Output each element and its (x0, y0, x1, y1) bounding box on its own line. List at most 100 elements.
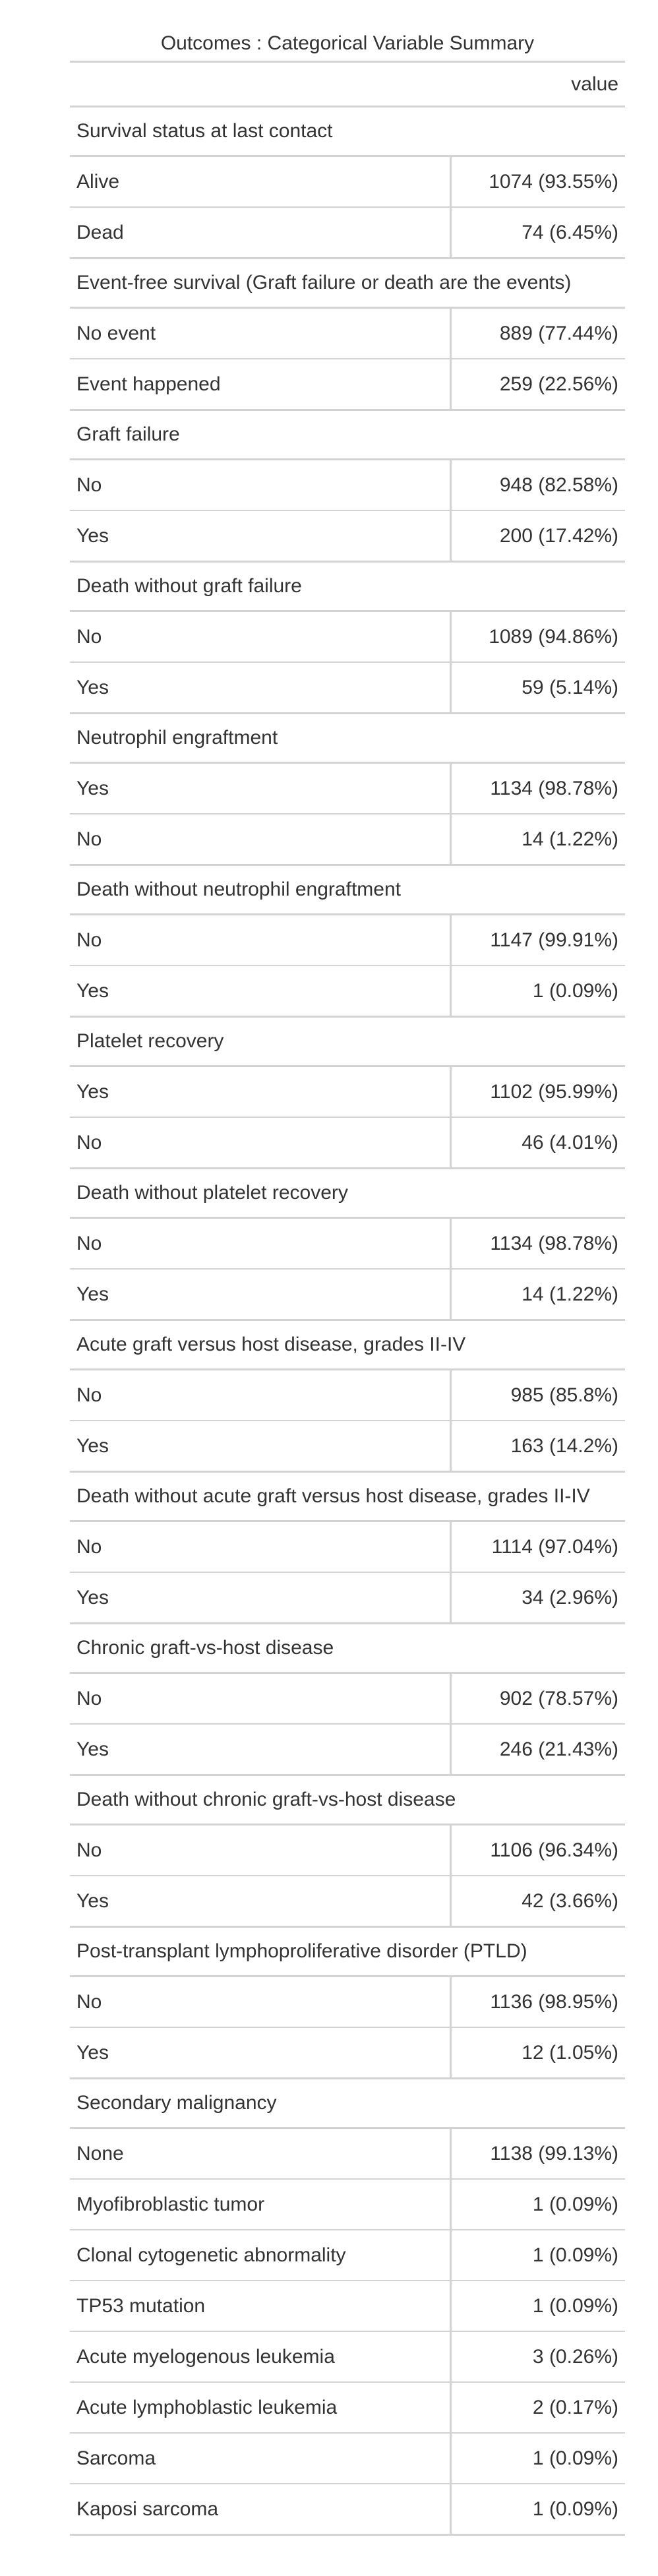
row-value: 1 (0.09%) (532, 2447, 618, 2469)
row-label: Acute myelogenous leukemia (70, 2332, 452, 2381)
table-row: None 1138 (99.13%) (70, 2129, 625, 2180)
row-label: TP53 mutation (70, 2281, 452, 2331)
row-label: Kaposi sarcoma (70, 2484, 452, 2534)
table-row: Event happened 259 (22.56%) (70, 359, 625, 411)
table-row: TP53 mutation 1 (0.09%) (70, 2281, 625, 2332)
table-row: No 902 (78.57%) (70, 1674, 625, 1725)
table-row: Yes 1134 (98.78%) (70, 764, 625, 814)
row-label: Yes (70, 966, 452, 1016)
row-value: 42 (3.66%) (522, 1890, 618, 1912)
table-row: Kaposi sarcoma 1 (0.09%) (70, 2484, 625, 2536)
row-value: 200 (17.42%) (499, 525, 618, 547)
table-row: Alive 1074 (93.55%) (70, 157, 625, 208)
table-row: Yes 1 (0.09%) (70, 966, 625, 1018)
row-value: 1 (0.09%) (532, 2295, 618, 2317)
row-value: 12 (1.05%) (522, 2042, 618, 2064)
row-value: 1 (0.09%) (532, 980, 618, 1002)
row-label: Clonal cytogenetic abnormality (70, 2230, 452, 2280)
group-header: Acute graft versus host disease, grades … (70, 1321, 625, 1370)
row-value: 948 (82.58%) (499, 474, 618, 496)
row-label: No (70, 1219, 452, 1268)
table-row: Yes 200 (17.42%) (70, 511, 625, 563)
row-label: Yes (70, 764, 452, 813)
row-value: 246 (21.43%) (499, 1738, 618, 1760)
group-header: Death without neutrophil engraftment (70, 866, 625, 915)
table-row: No 1147 (99.91%) (70, 915, 625, 966)
row-label: Yes (70, 1573, 452, 1622)
table-row: Yes 246 (21.43%) (70, 1725, 625, 1776)
row-label: Event happened (70, 359, 452, 409)
group-header: Event-free survival (Graft failure or de… (70, 259, 625, 309)
table-row: Yes 59 (5.14%) (70, 663, 625, 714)
table-row: No 985 (85.8%) (70, 1370, 625, 1421)
row-value: 1134 (98.78%) (490, 1233, 618, 1254)
table-row: Dead 74 (6.45%) (70, 208, 625, 259)
row-label: No (70, 1825, 452, 1875)
table-row: No 1134 (98.78%) (70, 1219, 625, 1270)
row-label: No (70, 1118, 452, 1167)
group-header: Secondary malignancy (70, 2079, 625, 2129)
row-value: 74 (6.45%) (522, 222, 618, 243)
table-row: No 14 (1.22%) (70, 814, 625, 866)
table-row: No 948 (82.58%) (70, 460, 625, 511)
group-header: Death without graft failure (70, 563, 625, 612)
row-label: Yes (70, 511, 452, 561)
table-row: No 1106 (96.34%) (70, 1825, 625, 1876)
table-row: Yes 14 (1.22%) (70, 1270, 625, 1321)
row-label: Yes (70, 1270, 452, 1319)
row-label: Alive (70, 157, 452, 206)
group-header: Death without chronic graft-vs-host dise… (70, 1776, 625, 1825)
row-value: 2 (0.17%) (532, 2397, 618, 2418)
row-label: No (70, 1674, 452, 1723)
row-value: 902 (78.57%) (499, 1688, 618, 1709)
row-label: Yes (70, 1421, 452, 1471)
row-label: No (70, 915, 452, 965)
row-label: No (70, 1977, 452, 2027)
row-label: Sarcoma (70, 2434, 452, 2483)
row-value: 163 (14.2%) (510, 1435, 618, 1457)
table-body: Survival status at last contact Alive 1074… (70, 107, 625, 2536)
row-value: 1089 (94.86%) (489, 626, 618, 648)
row-value: 1 (0.09%) (532, 2498, 618, 2520)
row-value: 14 (1.22%) (522, 828, 618, 850)
row-label: Myofibroblastic tumor (70, 2180, 452, 2229)
group-header: Chronic graft-vs-host disease (70, 1624, 625, 1674)
row-label: Yes (70, 1067, 452, 1117)
table-row: Clonal cytogenetic abnormality 1 (0.09%) (70, 2230, 625, 2281)
row-label: No event (70, 309, 452, 358)
row-label: Dead (70, 208, 452, 257)
group-header: Neutrophil engraftment (70, 714, 625, 764)
group-header: Survival status at last contact (70, 107, 625, 157)
row-value: 1102 (95.99%) (490, 1081, 618, 1103)
row-label: None (70, 2129, 452, 2178)
row-label: No (70, 460, 452, 510)
row-label: No (70, 1522, 452, 1572)
group-header: Post-transplant lymphoproliferative diso… (70, 1928, 625, 1977)
row-value: 1136 (98.95%) (490, 1991, 618, 2013)
table-row: Acute lymphoblastic leukemia 2 (0.17%) (70, 2383, 625, 2434)
row-label: Yes (70, 1876, 452, 1926)
column-header-value: value (70, 63, 625, 107)
row-value: 1147 (99.91%) (490, 929, 618, 951)
table-row: Yes 1102 (95.99%) (70, 1067, 625, 1118)
row-value: 1074 (93.55%) (489, 171, 618, 193)
table-row: No 1114 (97.04%) (70, 1522, 625, 1573)
group-header: Death without acute graft versus host di… (70, 1473, 625, 1522)
row-label: Acute lymphoblastic leukemia (70, 2383, 452, 2432)
row-value: 59 (5.14%) (522, 677, 618, 698)
row-value: 1114 (97.04%) (491, 1536, 618, 1558)
table-row: No 46 (4.01%) (70, 1118, 625, 1169)
table-row: No event 889 (77.44%) (70, 309, 625, 359)
row-value: 1 (0.09%) (532, 2193, 618, 2215)
row-label: No (70, 612, 452, 661)
row-label: No (70, 814, 452, 864)
table-row: No 1089 (94.86%) (70, 612, 625, 663)
table-row: Yes 163 (14.2%) (70, 1421, 625, 1473)
group-header: Death without platelet recovery (70, 1169, 625, 1219)
row-value: 34 (2.96%) (522, 1587, 618, 1609)
row-label: Yes (70, 2028, 452, 2077)
table-row: Myofibroblastic tumor 1 (0.09%) (70, 2180, 625, 2230)
table-row: Yes 34 (2.96%) (70, 1573, 625, 1624)
row-value: 985 (85.8%) (510, 1384, 618, 1406)
row-value: 46 (4.01%) (522, 1132, 618, 1153)
